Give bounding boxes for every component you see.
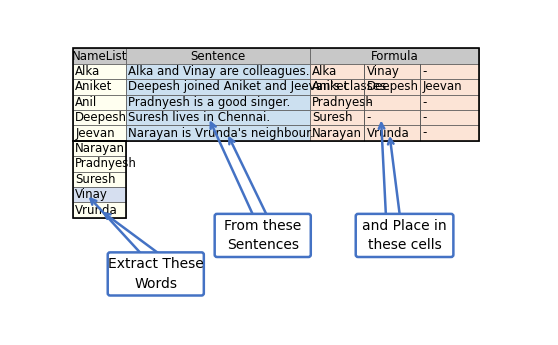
Bar [364,79,420,95]
Bar [420,64,479,79]
Bar [310,110,364,125]
Bar [310,64,364,79]
Bar [126,79,310,95]
Text: Words: Words [134,277,177,290]
Text: -: - [422,127,427,139]
Text: Jeevan: Jeevan [75,127,115,139]
Text: Deepesh: Deepesh [75,111,127,124]
Bar [73,79,126,95]
Text: Suresh lives in Chennai.: Suresh lives in Chennai. [128,111,270,124]
Text: Pradnyesh: Pradnyesh [312,96,374,109]
Bar [73,64,126,79]
Text: Suresh: Suresh [312,111,353,124]
Text: Alka: Alka [75,65,100,78]
Bar [126,48,310,64]
Text: Alka: Alka [312,65,338,78]
Bar [73,141,126,218]
Bar [420,110,479,125]
Text: Pradnyesh: Pradnyesh [75,157,137,170]
Bar [310,48,479,64]
Bar [73,202,126,218]
Bar [73,141,126,156]
Text: -: - [367,111,371,124]
Text: Jeevan: Jeevan [422,80,462,93]
Text: Vrunda: Vrunda [75,204,118,217]
Bar [364,125,420,141]
Bar [364,64,420,79]
Bar [310,79,364,95]
Bar [310,125,364,141]
Text: Narayan is Vrunda's neighbour.: Narayan is Vrunda's neighbour. [128,127,314,139]
Bar [310,95,364,110]
Text: Pradnyesh is a good singer.: Pradnyesh is a good singer. [128,96,290,109]
Text: -: - [422,111,427,124]
Text: these cells: these cells [368,238,441,252]
Bar [73,95,126,110]
Bar [420,95,479,110]
Bar [73,110,126,125]
Bar [126,95,310,110]
Bar [73,48,479,141]
FancyBboxPatch shape [215,214,311,257]
Bar [126,125,310,141]
Text: Extract These: Extract These [108,257,204,271]
Text: Deepesh: Deepesh [367,80,418,93]
Text: Anil: Anil [75,96,98,109]
Text: Sentence: Sentence [190,50,246,62]
Text: Vinay: Vinay [75,188,108,201]
Text: Aniket: Aniket [312,80,350,93]
Text: and Place in: and Place in [362,219,447,233]
Text: From these: From these [224,219,301,233]
Bar [73,48,126,64]
Text: Narayan: Narayan [312,127,362,139]
Text: Deepesh joined Aniket and Jeevan's classes.: Deepesh joined Aniket and Jeevan's class… [128,80,389,93]
Text: Formula: Formula [371,50,418,62]
Bar [420,79,479,95]
Bar [73,187,126,202]
Text: -: - [422,65,427,78]
FancyBboxPatch shape [108,253,204,296]
Bar [364,95,420,110]
Bar [126,110,310,125]
Bar [364,110,420,125]
Text: Aniket: Aniket [75,80,113,93]
Text: Vrunda: Vrunda [367,127,410,139]
Text: Alka and Vinay are colleagues.: Alka and Vinay are colleagues. [128,65,309,78]
Bar [73,156,126,171]
Bar [73,171,126,187]
Text: -: - [422,96,427,109]
Text: Vinay: Vinay [367,65,400,78]
Bar [126,64,310,79]
Text: NameList: NameList [71,50,127,62]
Text: -: - [367,96,371,109]
FancyBboxPatch shape [356,214,453,257]
Bar [73,125,126,141]
Bar [420,125,479,141]
Text: Suresh: Suresh [75,173,116,186]
Text: Sentences: Sentences [227,238,299,252]
Text: Narayan: Narayan [75,142,125,155]
